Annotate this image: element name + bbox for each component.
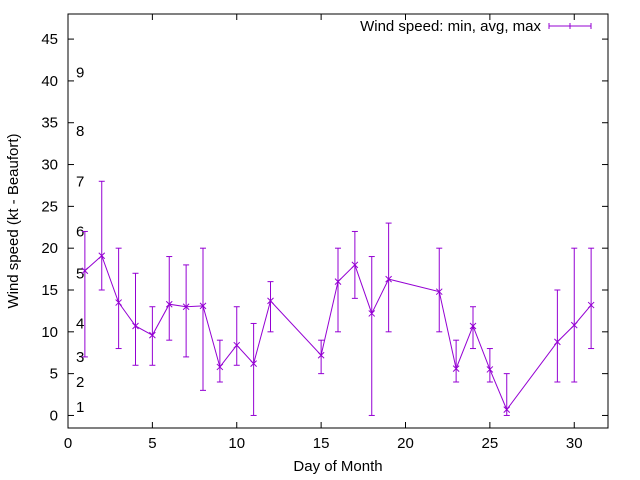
error-bar <box>233 306 241 366</box>
avg-point-marker <box>182 303 190 311</box>
x-tick-label: 20 <box>397 435 414 452</box>
y-tick-label: 15 <box>41 282 58 299</box>
avg-point-marker <box>115 299 122 306</box>
error-bar <box>250 322 257 416</box>
y-tick-label: 35 <box>41 115 58 132</box>
avg-point-marker <box>267 297 274 305</box>
x-tick-label: 30 <box>566 435 583 452</box>
beaufort-label: 8 <box>76 123 84 140</box>
plot-frame <box>67 13 609 429</box>
error-bar <box>132 272 139 366</box>
error-bar <box>486 348 494 383</box>
avg-point-marker <box>317 351 325 359</box>
beaufort-label: 4 <box>76 315 84 332</box>
wind-speed-series <box>81 180 595 416</box>
error-bar <box>554 289 561 383</box>
error-bar <box>503 373 511 416</box>
avg-point-marker <box>233 341 241 349</box>
error-bar <box>570 247 578 383</box>
avg-point-marker <box>385 275 392 283</box>
avg-point-marker <box>165 300 173 308</box>
y-tick-label: 0 <box>50 407 58 424</box>
error-bar <box>368 256 376 416</box>
beaufort-label: 1 <box>76 399 84 416</box>
error-bar <box>351 230 359 299</box>
x-tick-label: 25 <box>482 435 499 452</box>
avg-point-marker <box>435 288 443 296</box>
error-bar <box>334 247 342 333</box>
y-axis-title: Wind speed (kt - Beaufort) <box>5 133 22 308</box>
error-bar <box>469 306 477 350</box>
error-bar <box>182 264 190 358</box>
beaufort-label: 3 <box>76 349 84 366</box>
error-bar <box>98 180 106 291</box>
error-bar <box>385 222 392 333</box>
avg-point-marker <box>149 331 156 339</box>
beaufort-label: 2 <box>76 374 84 391</box>
y-tick-label: 10 <box>41 324 58 341</box>
avg-point-marker <box>334 278 342 285</box>
avg-point-marker <box>368 310 376 317</box>
x-tick-label: 0 <box>64 435 72 452</box>
avg-point-marker <box>250 360 257 367</box>
error-bar <box>149 306 156 366</box>
beaufort-label: 5 <box>76 265 84 282</box>
avg-point-marker <box>587 301 595 309</box>
y-tick-label: 25 <box>41 198 58 215</box>
error-bar <box>115 247 122 350</box>
error-bar <box>165 256 173 341</box>
legend-entry-label: Wind speed: min, avg, max <box>360 18 541 35</box>
legend: Wind speed: min, avg, max <box>360 18 592 35</box>
y-tick-label: 20 <box>41 240 58 257</box>
error-bar <box>267 281 274 333</box>
y-tick-label: 45 <box>41 31 58 48</box>
avg-point-marker <box>554 338 561 346</box>
legend-entry-sample <box>548 23 592 29</box>
avg-point-marker <box>216 363 224 371</box>
x-tick-label: 5 <box>148 435 156 452</box>
avg-point-marker <box>469 322 477 330</box>
error-bar <box>452 339 460 383</box>
error-bar <box>317 339 325 375</box>
beaufort-label: 6 <box>76 223 84 240</box>
error-bar <box>216 339 224 383</box>
avg-point-marker <box>503 406 511 413</box>
avg-point-marker <box>486 366 494 373</box>
avg-point-marker <box>452 365 460 372</box>
x-axis-ticks: 0 5 10 15 20 25 30 <box>64 14 583 452</box>
y-tick-label: 40 <box>41 73 58 90</box>
error-bar <box>435 247 443 333</box>
avg-point-marker <box>199 302 207 310</box>
beaufort-label: 9 <box>76 65 84 82</box>
avg-point-marker <box>351 261 359 269</box>
x-tick-label: 15 <box>313 435 330 452</box>
x-tick-label: 10 <box>228 435 245 452</box>
error-bar <box>81 230 89 358</box>
y-tick-label: 30 <box>41 157 58 174</box>
avg-point-marker <box>132 322 139 330</box>
beaufort-label: 7 <box>76 173 84 190</box>
x-axis-title: Day of Month <box>293 458 382 475</box>
beaufort-scale-labels: 1 2 3 4 5 6 7 8 9 <box>76 65 84 417</box>
avg-point-marker <box>98 252 106 260</box>
avg-point-marker <box>81 267 89 275</box>
error-bar <box>587 247 595 350</box>
avg-point-marker <box>570 321 578 329</box>
error-bar <box>199 247 207 391</box>
y-tick-label: 5 <box>50 366 58 383</box>
